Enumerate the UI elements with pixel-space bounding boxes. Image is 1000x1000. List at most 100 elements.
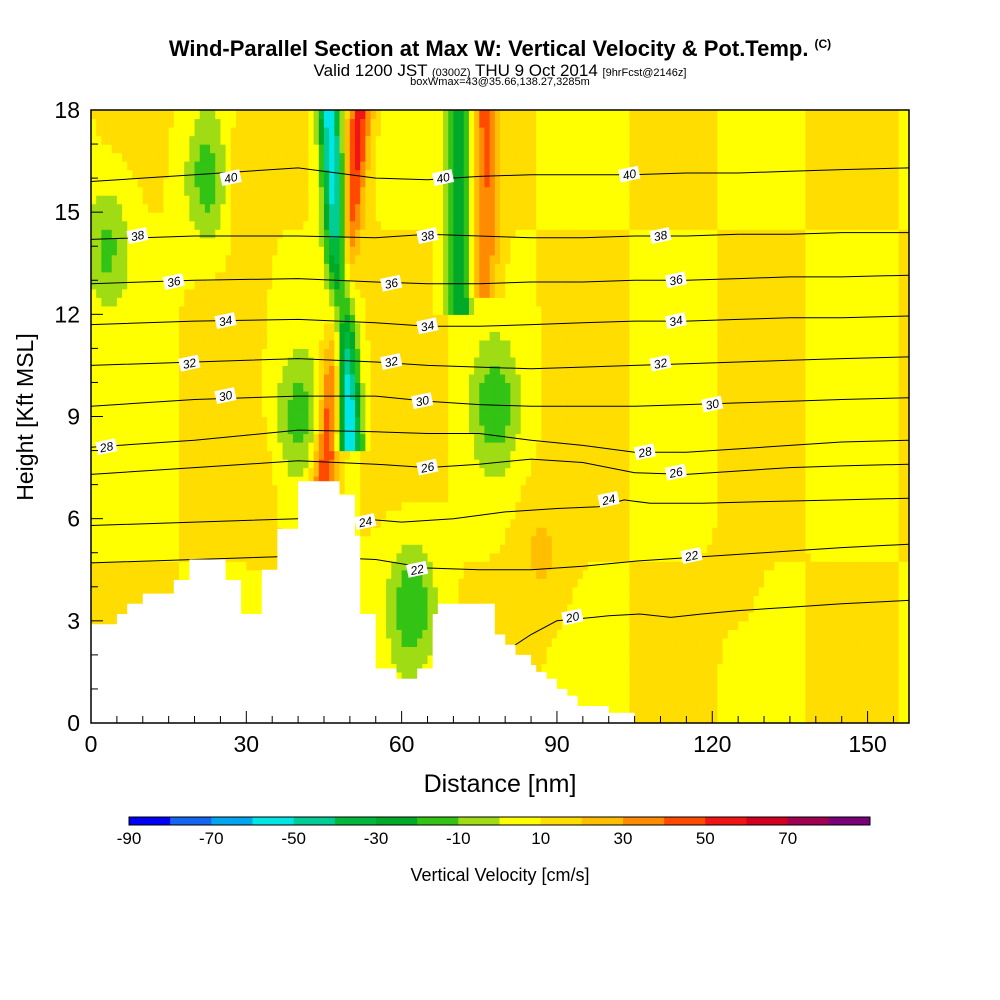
field-cell bbox=[116, 390, 123, 401]
field-cell bbox=[396, 110, 403, 120]
field-cell bbox=[267, 450, 273, 460]
field-cell bbox=[380, 637, 387, 647]
field-cell bbox=[292, 161, 299, 171]
field-cell bbox=[370, 603, 377, 613]
field-cell bbox=[365, 229, 372, 239]
field-cell bbox=[292, 467, 299, 477]
field-cell bbox=[163, 144, 170, 154]
field-cell bbox=[261, 152, 268, 162]
field-cell bbox=[303, 425, 310, 435]
field-cell bbox=[375, 322, 382, 332]
field-cell bbox=[272, 161, 278, 171]
field-cell bbox=[396, 212, 403, 222]
field-cell bbox=[437, 518, 444, 528]
field-cell bbox=[443, 569, 449, 579]
field-cell bbox=[437, 271, 444, 281]
field-cell bbox=[210, 118, 216, 128]
field-cell bbox=[308, 467, 315, 477]
field-cell bbox=[355, 203, 361, 213]
field-cell bbox=[147, 212, 154, 222]
field-cell bbox=[417, 356, 423, 367]
field-cell bbox=[313, 110, 320, 120]
field-cell bbox=[261, 407, 268, 418]
field-cell bbox=[199, 510, 206, 520]
field-cell bbox=[204, 382, 211, 392]
field-cell bbox=[132, 314, 139, 324]
field-cell bbox=[241, 544, 247, 554]
field-cell bbox=[91, 407, 97, 418]
field-cell bbox=[168, 246, 175, 256]
field-cell bbox=[323, 314, 330, 324]
field-cell bbox=[417, 348, 423, 358]
field-cell bbox=[158, 161, 165, 171]
field-cell bbox=[199, 297, 206, 307]
field-cell bbox=[261, 510, 268, 520]
field-cell bbox=[194, 501, 201, 511]
field-cell bbox=[406, 467, 413, 477]
field-cell bbox=[225, 135, 232, 145]
field-cell bbox=[179, 527, 185, 537]
field-cell bbox=[199, 339, 206, 349]
field-cell bbox=[261, 135, 268, 145]
field-cell bbox=[339, 254, 346, 264]
field-cell bbox=[380, 314, 387, 324]
field-cell bbox=[204, 493, 211, 503]
field-cell bbox=[256, 356, 263, 367]
field-cell bbox=[313, 161, 320, 171]
field-cell bbox=[308, 144, 315, 154]
field-cell bbox=[116, 595, 123, 605]
field-cell bbox=[153, 407, 159, 418]
field-cell bbox=[91, 110, 97, 120]
field-cell bbox=[391, 339, 398, 349]
field-cell bbox=[365, 390, 372, 401]
field-cell bbox=[308, 416, 315, 426]
field-cell bbox=[443, 407, 449, 418]
field-cell bbox=[194, 459, 201, 469]
field-cell bbox=[137, 135, 144, 145]
field-cell bbox=[199, 254, 206, 264]
field-cell bbox=[111, 118, 118, 128]
field-cell bbox=[116, 305, 123, 315]
field-cell bbox=[204, 237, 211, 247]
field-cell bbox=[199, 203, 206, 213]
field-cell bbox=[267, 467, 273, 477]
field-cell bbox=[396, 552, 403, 562]
field-cell bbox=[303, 467, 310, 477]
field-cell bbox=[313, 348, 320, 358]
field-cell bbox=[204, 144, 211, 154]
field-cell bbox=[334, 407, 341, 418]
field-cell bbox=[349, 348, 356, 358]
field-cell bbox=[137, 510, 144, 520]
field-cell bbox=[386, 510, 392, 520]
field-cell bbox=[375, 203, 382, 213]
field-cell bbox=[96, 263, 102, 273]
field-cell bbox=[158, 237, 165, 247]
field-cell bbox=[437, 433, 444, 443]
field-cell bbox=[370, 127, 377, 137]
field-cell bbox=[355, 365, 361, 375]
field-cell bbox=[298, 339, 304, 349]
field-cell bbox=[246, 144, 253, 154]
field-cell bbox=[360, 527, 366, 537]
field-cell bbox=[168, 305, 175, 315]
field-cell bbox=[106, 476, 113, 486]
field-cell bbox=[287, 263, 294, 273]
field-cell bbox=[287, 127, 294, 137]
field-cell bbox=[417, 510, 423, 520]
field-cell bbox=[132, 510, 139, 520]
field-cell bbox=[215, 127, 222, 137]
field-cell bbox=[411, 246, 418, 256]
field-cell bbox=[380, 203, 387, 213]
field-cell bbox=[432, 510, 439, 520]
field-cell bbox=[292, 186, 299, 196]
field-cell bbox=[396, 365, 403, 375]
field-cell bbox=[427, 518, 434, 528]
field-cell bbox=[153, 203, 159, 213]
field-cell bbox=[147, 246, 154, 256]
field-cell bbox=[142, 169, 149, 179]
field-cell bbox=[437, 288, 444, 298]
field-cell bbox=[199, 399, 206, 409]
field-cell bbox=[142, 212, 149, 222]
field-cell bbox=[230, 399, 237, 409]
field-cell bbox=[137, 305, 144, 315]
